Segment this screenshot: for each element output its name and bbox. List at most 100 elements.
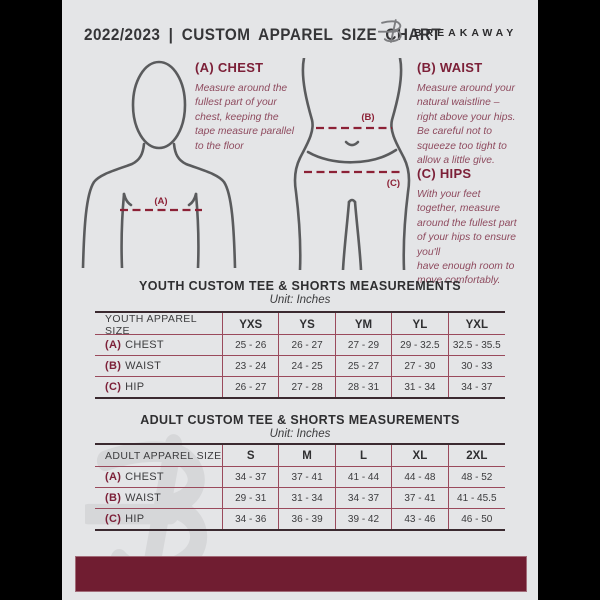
row-prefix: (C) bbox=[105, 513, 122, 525]
youth-waist-yxs: 23 - 24 bbox=[223, 356, 280, 376]
youth-waist-label: (B) WAIST bbox=[95, 356, 223, 376]
right-shoulder-arm bbox=[172, 142, 237, 268]
size-chart-page: 2022/2023 | CUSTOM APPAREL SIZE CHART BR… bbox=[62, 0, 538, 600]
row-prefix: (A) bbox=[105, 471, 122, 483]
adult-waist-m: 31 - 34 bbox=[279, 488, 336, 508]
youth-table-title: YOUTH CUSTOM TEE & SHORTS MEASUREMENTS bbox=[139, 279, 461, 293]
adult-corner-label: ADULT APPAREL SIZE bbox=[95, 445, 223, 466]
adult-waist-2xl: 41 - 45.5 bbox=[457, 492, 497, 504]
row-prefix: (C) bbox=[105, 381, 122, 393]
adult-chest-s: 34 - 37 bbox=[223, 467, 280, 487]
row-label: CHEST bbox=[125, 339, 164, 351]
youth-hip-yl: 31 - 34 bbox=[392, 377, 449, 397]
adult-hip-s: 34 - 36 bbox=[223, 509, 280, 529]
youth-size-yl: YL bbox=[392, 313, 449, 337]
youth-hip-yxl: 34 - 37 bbox=[461, 381, 493, 393]
waist-marker-label: (B) bbox=[361, 112, 374, 123]
row-label: CHEST bbox=[125, 471, 164, 483]
adult-chest-2xl: 48 - 52 bbox=[461, 471, 493, 483]
adult-chest-l: 41 - 44 bbox=[336, 467, 393, 487]
breakaway-b-logo-icon bbox=[378, 19, 402, 43]
row-label: HIP bbox=[125, 513, 145, 525]
youth-hip-yxs: 26 - 27 bbox=[223, 377, 280, 397]
navel-mark bbox=[344, 140, 360, 147]
left-inner-leg bbox=[341, 200, 351, 270]
right-inner-leg bbox=[353, 200, 363, 270]
adult-hip-label: (C) HIP bbox=[95, 509, 223, 529]
youth-size-ys: YS bbox=[279, 313, 336, 337]
youth-size-yxl: YXL bbox=[465, 319, 488, 331]
row-label: WAIST bbox=[125, 360, 162, 372]
waist-guide-heading: (B) WAIST bbox=[417, 60, 483, 75]
row-label: WAIST bbox=[125, 492, 162, 504]
youth-size-yxs: YXS bbox=[223, 313, 280, 337]
left-shoulder-arm bbox=[81, 142, 146, 268]
adult-chest-row: (A) CHEST 34 - 37 37 - 41 41 - 44 44 - 4… bbox=[95, 466, 505, 487]
youth-waist-yxl: 30 - 33 bbox=[461, 360, 493, 372]
chest-marker-label: (A) bbox=[154, 196, 167, 207]
waist-guide: (B) WAIST Measure around your natural wa… bbox=[417, 60, 538, 168]
youth-table-unit: Unit: Inches bbox=[269, 294, 331, 306]
waist-guide-body: Measure around your natural waistline – … bbox=[417, 83, 516, 167]
hips-guide-heading: (C) HIPS bbox=[417, 166, 472, 181]
youth-chest-ym: 27 - 29 bbox=[336, 335, 393, 355]
hips-guide: (C) HIPS With your feet together, measur… bbox=[417, 166, 538, 289]
adult-hip-xl: 43 - 46 bbox=[392, 509, 449, 529]
row-prefix: (B) bbox=[105, 492, 122, 504]
adult-size-s: S bbox=[223, 445, 280, 466]
breakaway-b-watermark-icon bbox=[85, 434, 208, 586]
youth-waist-ym: 25 - 27 bbox=[336, 356, 393, 376]
left-armpit bbox=[122, 192, 133, 207]
youth-chest-yxs: 25 - 26 bbox=[223, 335, 280, 355]
right-chest-side bbox=[194, 192, 200, 268]
footer-bar bbox=[75, 556, 527, 592]
adult-waist-l: 34 - 37 bbox=[336, 488, 393, 508]
right-torso-leg bbox=[390, 58, 411, 270]
youth-waist-yl: 27 - 30 bbox=[392, 356, 449, 376]
hip-band-curve bbox=[306, 148, 398, 164]
adult-table-title: ADULT CUSTOM TEE & SHORTS MEASUREMENTS bbox=[140, 413, 460, 427]
adult-waist-xl: 37 - 41 bbox=[392, 488, 449, 508]
page-title: 2022/2023 | CUSTOM APPAREL SIZE CHART bbox=[84, 25, 442, 44]
youth-corner-label: YOUTH APPAREL SIZE bbox=[95, 313, 223, 337]
adult-waist-s: 29 - 31 bbox=[223, 488, 280, 508]
youth-hip-ys: 27 - 28 bbox=[279, 377, 336, 397]
youth-waist-ys: 24 - 25 bbox=[279, 356, 336, 376]
inner-leg-join bbox=[347, 198, 357, 204]
youth-header-row: YOUTH APPAREL SIZE YXS YS YM YL YXL bbox=[95, 313, 505, 337]
adult-hip-2xl: 46 - 50 bbox=[461, 513, 493, 525]
youth-size-table: YOUTH APPAREL SIZE YXS YS YM YL YXL (A) … bbox=[95, 311, 505, 399]
adult-hip-l: 39 - 42 bbox=[336, 509, 393, 529]
lower-body-diagram: (B) (C) bbox=[293, 58, 411, 270]
youth-chest-yl: 29 - 32.5 bbox=[392, 335, 449, 355]
adult-chest-xl: 44 - 48 bbox=[392, 467, 449, 487]
youth-hip-label: (C) HIP bbox=[95, 377, 223, 397]
chest-guide-heading: (A) CHEST bbox=[195, 60, 264, 75]
adult-size-m: M bbox=[279, 445, 336, 466]
youth-chest-row: (A) CHEST 25 - 26 26 - 27 27 - 29 29 - 3… bbox=[95, 334, 505, 355]
adult-size-l: L bbox=[336, 445, 393, 466]
brand-name: BREAKAWAY bbox=[414, 27, 518, 39]
youth-size-ym: YM bbox=[336, 313, 393, 337]
hips-marker-label: (C) bbox=[387, 178, 400, 189]
right-armpit bbox=[187, 192, 198, 207]
adult-size-2xl: 2XL bbox=[466, 449, 488, 462]
left-chest-side bbox=[120, 192, 126, 268]
adult-chest-label: (A) CHEST bbox=[95, 467, 223, 487]
adult-waist-label: (B) WAIST bbox=[95, 488, 223, 508]
row-prefix: (A) bbox=[105, 339, 122, 351]
adult-size-xl: XL bbox=[392, 445, 449, 466]
adult-chest-m: 37 - 41 bbox=[279, 467, 336, 487]
youth-chest-ys: 26 - 27 bbox=[279, 335, 336, 355]
youth-hip-ym: 28 - 31 bbox=[336, 377, 393, 397]
adult-hip-row: (C) HIP 34 - 36 36 - 39 39 - 42 43 - 46 … bbox=[95, 508, 505, 529]
adult-waist-row: (B) WAIST 29 - 31 31 - 34 34 - 37 37 - 4… bbox=[95, 487, 505, 508]
youth-waist-row: (B) WAIST 23 - 24 24 - 25 25 - 27 27 - 3… bbox=[95, 355, 505, 376]
row-prefix: (B) bbox=[105, 360, 122, 372]
chest-guide-body: Measure around the fullest part of your … bbox=[195, 83, 295, 152]
adult-hip-m: 36 - 39 bbox=[279, 509, 336, 529]
adult-header-row: ADULT APPAREL SIZE S M L XL 2XL bbox=[95, 445, 505, 466]
youth-chest-label: (A) CHEST bbox=[95, 335, 223, 355]
hips-guide-body: With your feet together, measure around … bbox=[417, 189, 517, 287]
left-torso-leg bbox=[293, 58, 314, 270]
